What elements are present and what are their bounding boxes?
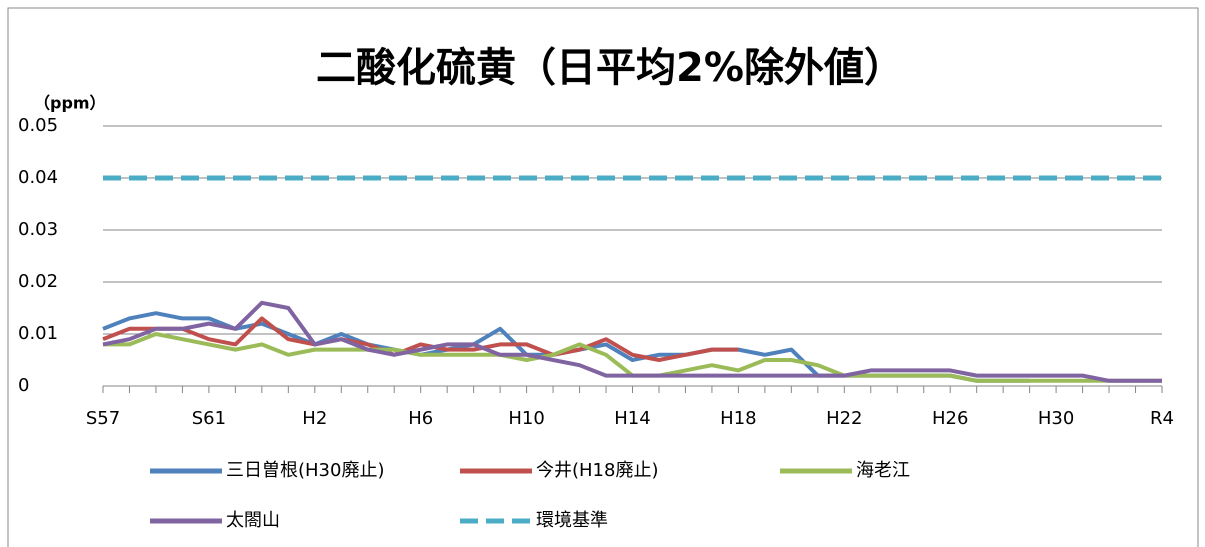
x-tick-label: H26 (932, 408, 968, 429)
legend-label: 太閤山 (226, 510, 280, 531)
series-line (102, 300, 1162, 383)
x-tick-label: H30 (1038, 408, 1074, 429)
legend-label: 海老江 (856, 460, 910, 481)
legend-label: 三日曽根(H30廃止) (226, 460, 384, 481)
y-tick-label: 0.01 (18, 323, 58, 344)
x-tick-label: S57 (86, 408, 120, 429)
x-tick-label: H18 (720, 408, 756, 429)
y-tick-label: 0.03 (18, 219, 58, 240)
x-tick-label: H2 (302, 408, 327, 429)
series-line (102, 316, 739, 362)
chart-frame (7, 7, 1199, 547)
x-tick-label: S61 (192, 408, 226, 429)
y-tick-label: 0.05 (18, 115, 58, 136)
legend-label: 環境基準 (536, 510, 608, 531)
x-tick-label: R4 (1150, 408, 1174, 429)
x-tick-label: H6 (408, 408, 433, 429)
x-tick-label: H10 (508, 408, 544, 429)
x-tick-label: H14 (614, 408, 650, 429)
x-tick-label: H22 (826, 408, 862, 429)
y-tick-label: 0.04 (18, 167, 58, 188)
y-tick-label: 0.02 (18, 271, 58, 292)
legend-label: 今井(H18廃止) (536, 460, 658, 481)
y-axis-label: （ppm） (34, 94, 106, 113)
chart-title: 二酸化硫黄（日平均2%除外値） (316, 45, 904, 91)
y-tick-label: 0 (18, 375, 29, 396)
